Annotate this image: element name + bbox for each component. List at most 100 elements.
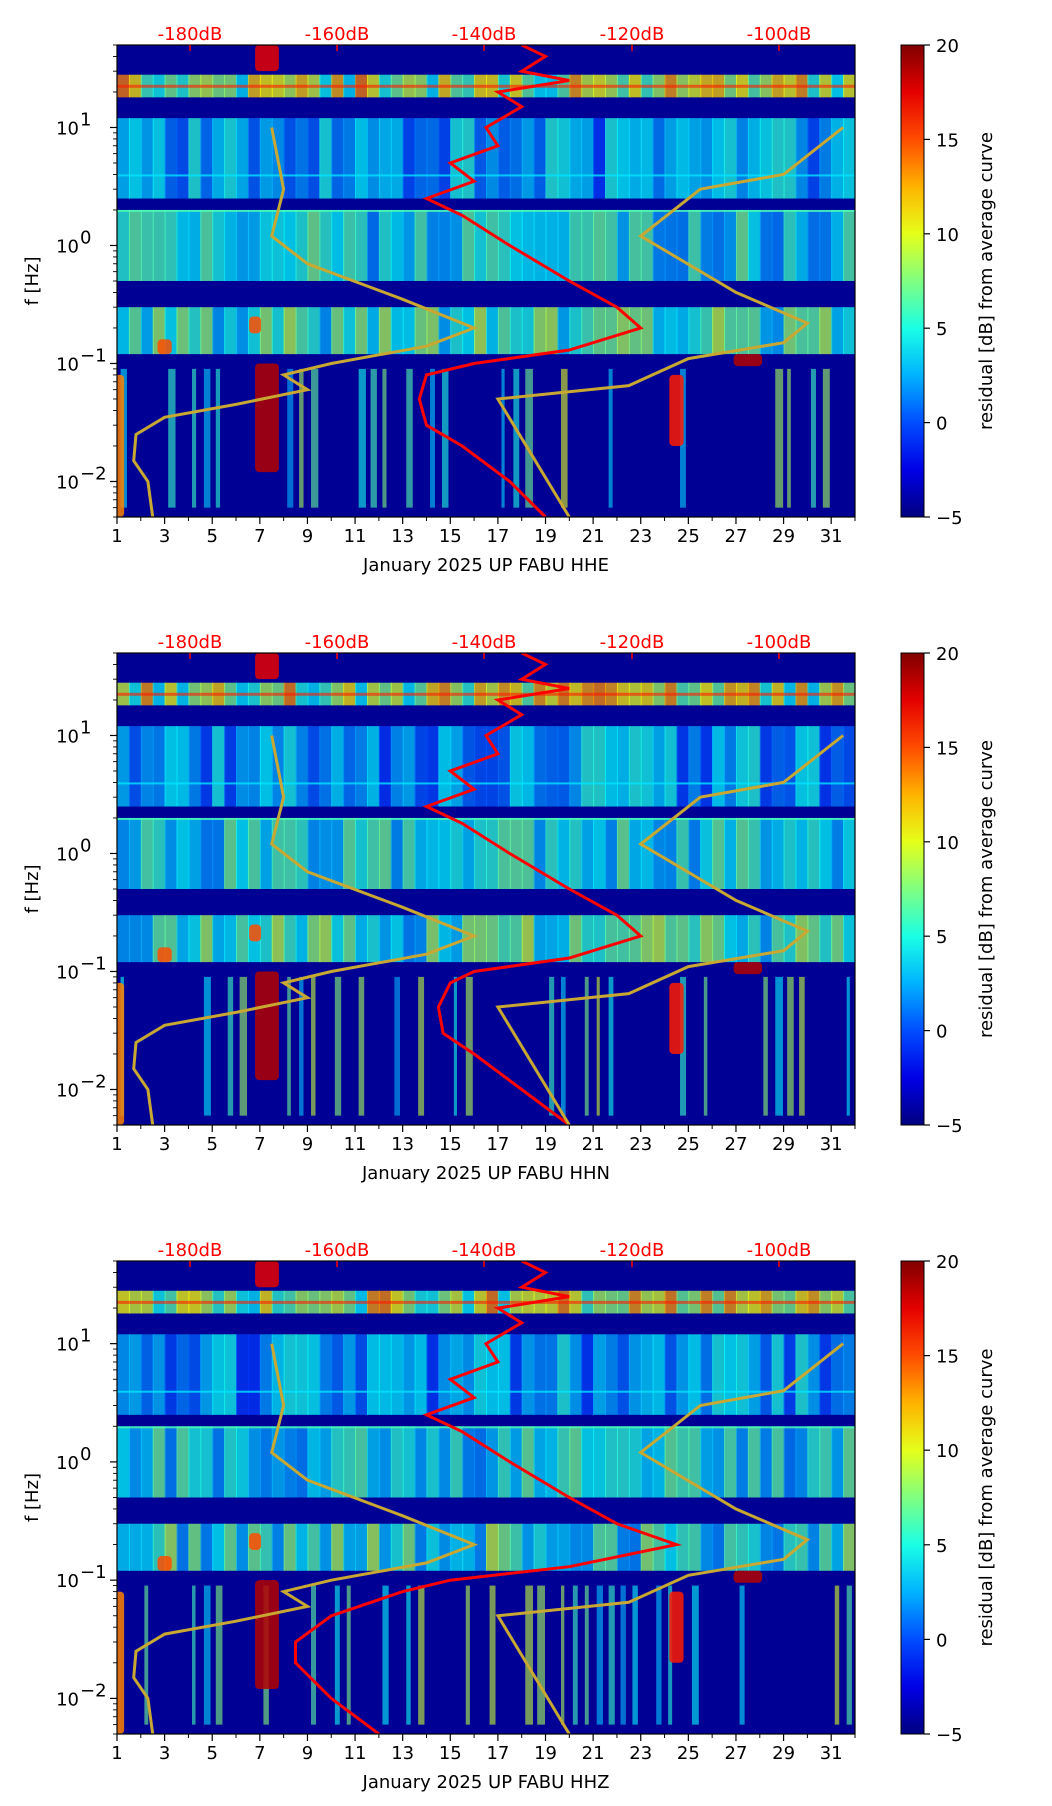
x-tick-label: 5: [206, 526, 217, 547]
x-tick-label: 27: [725, 1743, 748, 1764]
y-axis-label: f [Hz]: [22, 1473, 43, 1522]
y-tick-label: 10: [56, 844, 79, 865]
colorbar-tick-label: 0: [936, 1022, 947, 1043]
x-tick-label: 13: [391, 526, 414, 547]
x-tick-label: 25: [677, 1134, 700, 1155]
x-tick-label: 27: [725, 526, 748, 547]
db-label: -180dB: [158, 1240, 223, 1261]
red-curve: [417, 45, 644, 517]
x-axis-label: January 2025 UP FABU HHN: [361, 1163, 610, 1184]
x-tick-label: 31: [820, 526, 843, 547]
gold-curve: [495, 126, 845, 517]
hotspot: [733, 354, 763, 367]
x-tick-label: 17: [486, 1743, 509, 1764]
x-tick-label: 31: [820, 1743, 843, 1764]
db-label: -120dB: [600, 632, 665, 653]
x-tick-label: 23: [629, 1743, 652, 1764]
hotspot: [157, 339, 172, 355]
colorbar-label: residual [dB] from average curve: [976, 132, 997, 430]
x-tick-label: 5: [206, 1134, 217, 1155]
x-tick-label: 1: [111, 526, 122, 547]
x-tick-label: 17: [486, 526, 509, 547]
y-tick-label: 10: [56, 1335, 79, 1356]
hotspot: [255, 363, 279, 473]
x-tick-label: 15: [439, 526, 462, 547]
y-tick-exponent: −1: [80, 953, 107, 974]
y-axis-label: f [Hz]: [22, 256, 43, 305]
db-label: -100dB: [747, 1240, 812, 1261]
hotspot: [157, 1556, 172, 1571]
y-axis-label: f [Hz]: [22, 864, 43, 913]
db-label: -180dB: [158, 632, 223, 653]
db-label: -100dB: [747, 24, 812, 45]
db-label: -160dB: [305, 24, 370, 45]
x-tick-label: 13: [391, 1134, 414, 1155]
colorbar-label: residual [dB] from average curve: [976, 1348, 997, 1646]
db-label: -140dB: [452, 24, 517, 45]
x-tick-label: 23: [629, 1134, 652, 1155]
db-label: -180dB: [158, 24, 223, 45]
y-tick-exponent: −1: [80, 1562, 107, 1583]
y-tick-label: 10: [56, 354, 79, 375]
colorbar-tick-label: 15: [936, 738, 959, 759]
hotspot: [255, 45, 279, 72]
colorbar-tick-label: 20: [936, 1252, 959, 1273]
y-tick-exponent: −2: [80, 1680, 107, 1701]
y-tick-exponent: 1: [80, 109, 91, 130]
db-label: -160dB: [305, 632, 370, 653]
db-label: -120dB: [600, 1240, 665, 1261]
y-tick-exponent: −1: [80, 345, 107, 366]
x-tick-label: 9: [302, 1134, 313, 1155]
db-label: -140dB: [452, 1240, 517, 1261]
y-tick-label: 10: [56, 1689, 79, 1710]
x-tick-label: 25: [677, 526, 700, 547]
y-tick-label: 10: [56, 1453, 79, 1474]
x-tick-label: 21: [582, 526, 605, 547]
x-tick-label: 15: [439, 1743, 462, 1764]
spectrogram-image: [117, 653, 855, 1125]
gold-curve: [495, 1342, 845, 1734]
spectrogram-image: [117, 45, 855, 517]
y-tick-exponent: −2: [80, 463, 107, 484]
x-tick-label: 9: [302, 526, 313, 547]
x-tick-label: 7: [254, 1134, 265, 1155]
db-label: -100dB: [747, 632, 812, 653]
hotspot: [733, 962, 763, 975]
db-label: -120dB: [600, 24, 665, 45]
x-tick-label: 3: [159, 1743, 170, 1764]
x-tick-label: 11: [344, 1743, 367, 1764]
x-tick-label: 11: [344, 526, 367, 547]
colorbar-tick-label: 10: [936, 225, 959, 246]
hotspot: [117, 982, 125, 1125]
colorbar-tick-label: 15: [936, 1347, 959, 1368]
y-tick-exponent: 1: [80, 1326, 91, 1347]
hotspot: [669, 1591, 684, 1663]
hotspot: [255, 653, 279, 680]
colorbar-tick-label: 10: [936, 1441, 959, 1462]
hotspot: [669, 982, 684, 1054]
y-tick-exponent: 0: [80, 227, 91, 248]
x-tick-label: 19: [534, 526, 557, 547]
x-tick-label: 21: [582, 1134, 605, 1155]
colorbar-tick-label: 10: [936, 833, 959, 854]
colorbar-tick-label: −5: [936, 1725, 963, 1746]
x-tick-label: 29: [772, 526, 795, 547]
hotspot: [249, 924, 262, 942]
x-tick-label: 31: [820, 1134, 843, 1155]
db-label: -140dB: [452, 632, 517, 653]
x-tick-label: 29: [772, 1134, 795, 1155]
colorbar-tick-label: 5: [936, 1536, 947, 1557]
x-tick-label: 11: [344, 1134, 367, 1155]
hotspot: [733, 1570, 763, 1583]
x-tick-label: 1: [111, 1134, 122, 1155]
y-tick-label: 10: [56, 1571, 79, 1592]
hotspot: [117, 1591, 125, 1734]
x-tick-label: 29: [772, 1743, 795, 1764]
colorbar-tick-label: 15: [936, 130, 959, 151]
x-tick-label: 1: [111, 1743, 122, 1764]
hotspot: [255, 971, 279, 1081]
